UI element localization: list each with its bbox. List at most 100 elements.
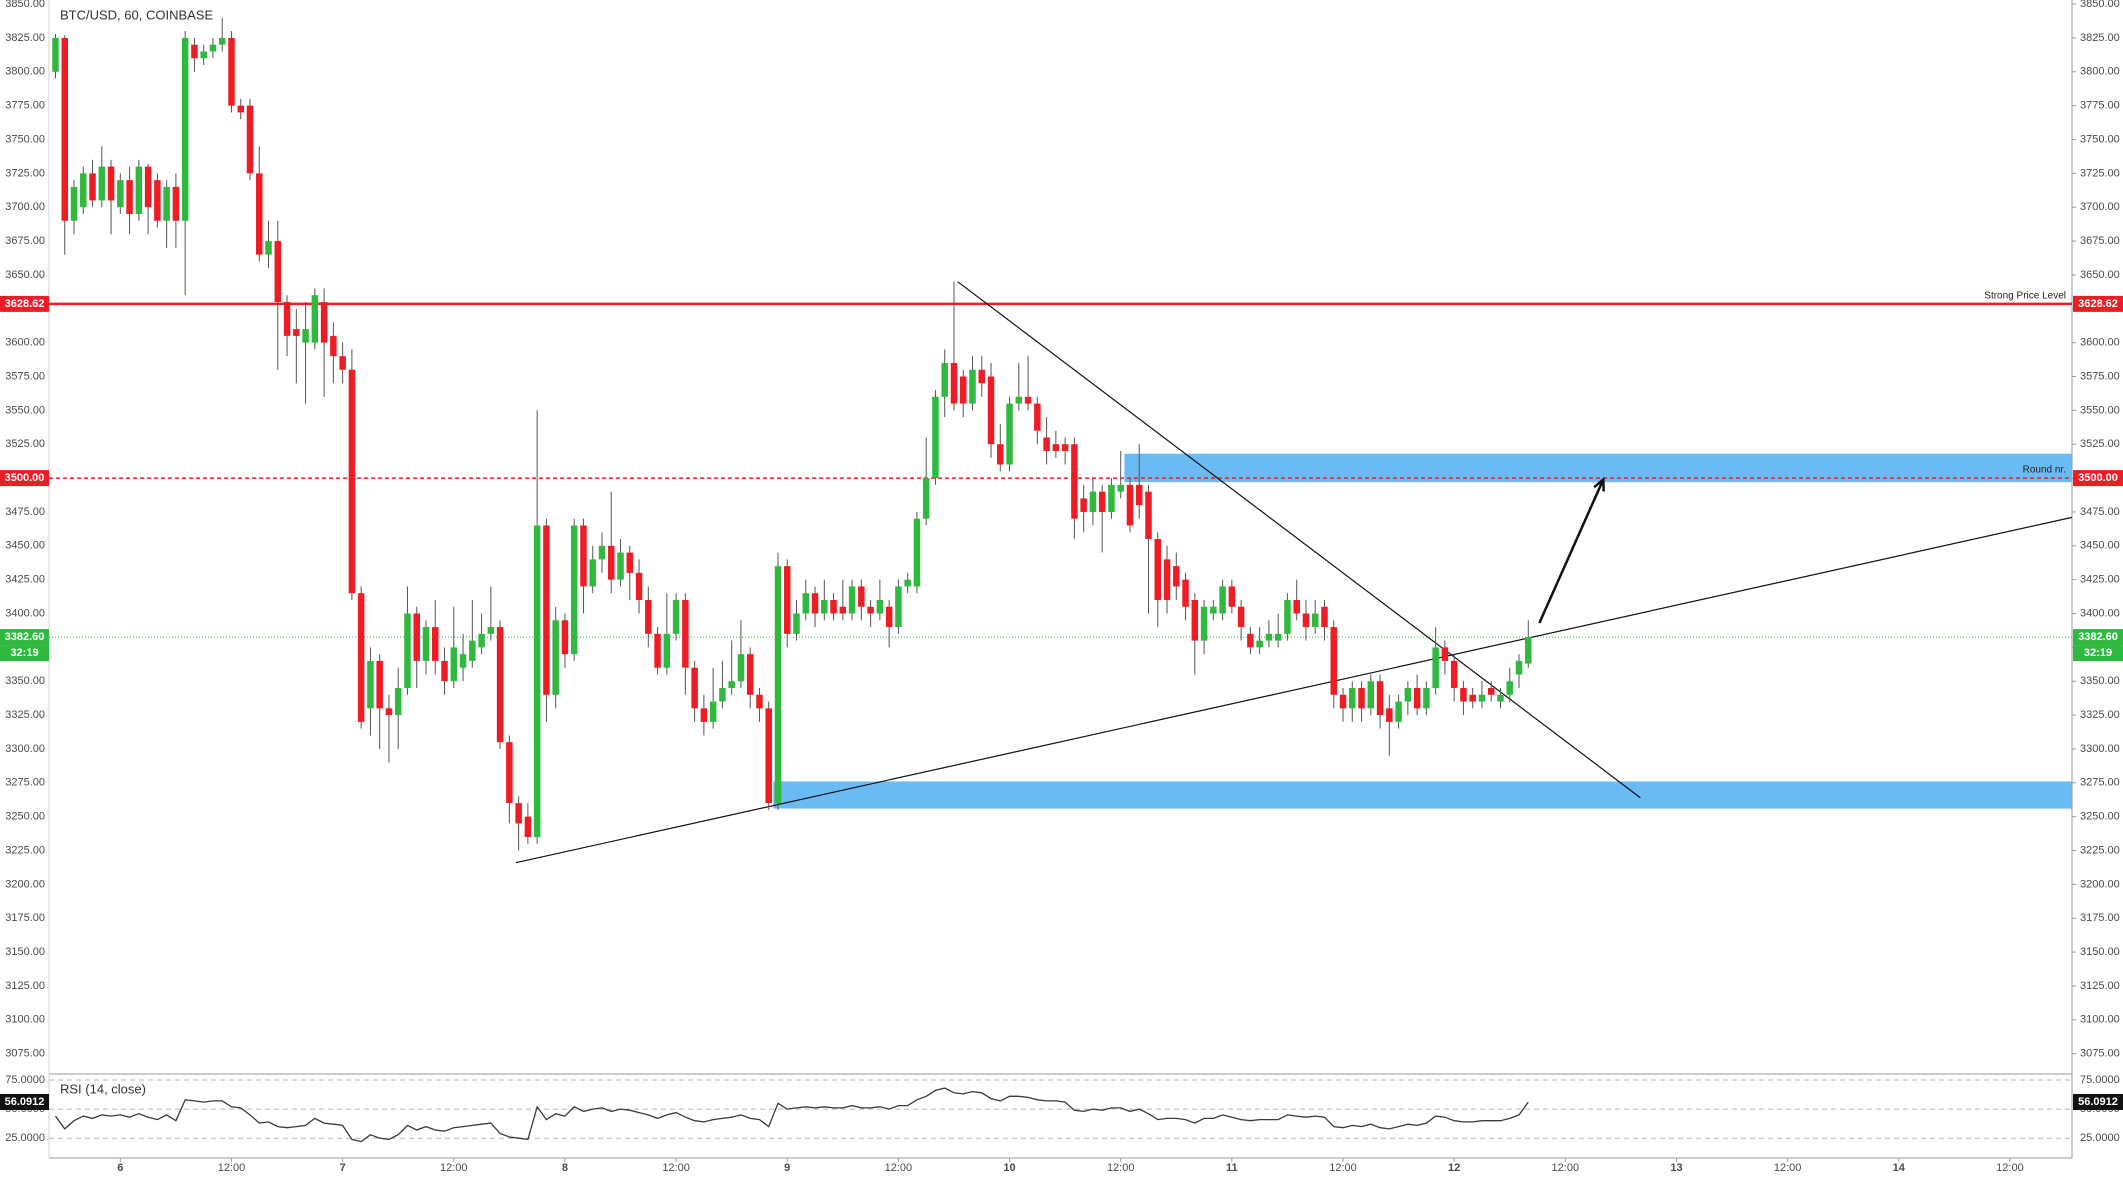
y-tick-label-left: 3750.00 — [5, 133, 45, 145]
candle-body — [1423, 688, 1430, 709]
candle-body — [1321, 606, 1328, 628]
candle-body — [608, 545, 615, 580]
y-tick-label-left: 3525.00 — [5, 438, 45, 450]
candle-body — [691, 667, 698, 709]
candle-body — [950, 362, 958, 404]
candle-body — [1247, 633, 1254, 648]
rsi-tick-label-left: 75.0000 — [5, 1074, 45, 1086]
candle-body — [830, 599, 837, 614]
candle-body — [969, 369, 976, 404]
x-tick-label: 12:00 — [885, 1162, 913, 1174]
candle-body — [1043, 437, 1050, 451]
y-tick-label-left: 3700.00 — [5, 201, 45, 213]
x-tick-label: 12:00 — [1552, 1162, 1580, 1174]
chart-title: BTC/USD, 60, COINBASE — [60, 7, 213, 22]
candle-body — [1080, 498, 1087, 512]
candle-body — [218, 37, 226, 45]
candle-body — [1061, 444, 1069, 451]
candle-body — [1228, 586, 1236, 607]
candle-body — [709, 701, 717, 722]
y-tick-label: 3400.00 — [2080, 607, 2120, 619]
candle-body — [682, 599, 689, 668]
candle-body — [422, 627, 430, 661]
candle-body — [552, 620, 559, 695]
candle-body — [385, 708, 393, 716]
candle-body — [793, 613, 800, 634]
y-tick-label-left: 3275.00 — [5, 777, 45, 789]
candle-body — [904, 579, 911, 587]
candle-body — [1515, 660, 1523, 675]
x-tick-label: 12:00 — [218, 1162, 246, 1174]
candle-body — [626, 552, 634, 573]
candle-body — [265, 241, 272, 255]
y-tick-label: 3075.00 — [2080, 1048, 2120, 1060]
candle-body — [737, 654, 745, 682]
candle-body — [441, 660, 448, 682]
candle-body — [1098, 491, 1106, 512]
y-tick-label: 3825.00 — [2080, 32, 2120, 44]
candle-body — [1089, 491, 1097, 512]
level-badge — [0, 470, 49, 487]
x-tick-label: 12 — [1448, 1162, 1460, 1174]
candle-body — [1330, 627, 1337, 695]
candle-body — [1293, 599, 1300, 614]
candle-body — [570, 525, 578, 655]
y-tick-label-left: 3200.00 — [5, 878, 45, 890]
x-tick-label: 12:00 — [1996, 1162, 2024, 1174]
y-tick-label: 3725.00 — [2080, 167, 2120, 179]
candle-body — [543, 525, 550, 695]
y-tick-label-left: 3175.00 — [5, 912, 45, 924]
candle-body — [61, 37, 68, 221]
candle-body — [580, 525, 587, 587]
candle-body — [1237, 606, 1245, 628]
y-tick-label-left: 3075.00 — [5, 1048, 45, 1060]
candle-body — [765, 708, 772, 804]
candle-body — [1302, 613, 1310, 628]
candle-body — [811, 593, 819, 614]
x-tick-label: 12:00 — [1329, 1162, 1357, 1174]
y-tick-label-left: 3725.00 — [5, 167, 45, 179]
candle-body — [598, 545, 606, 560]
candle-body — [274, 241, 282, 303]
y-tick-label: 3525.00 — [2080, 438, 2120, 450]
rsi-tick-label: 25.0000 — [2080, 1132, 2120, 1144]
candle-body — [867, 606, 874, 614]
candle-body — [1487, 688, 1495, 695]
candle-body — [561, 620, 569, 655]
level-label: Round nr. — [2023, 465, 2066, 476]
countdown-badge — [0, 645, 49, 662]
candle-body — [1034, 403, 1041, 431]
x-tick-label: 10 — [1003, 1162, 1015, 1174]
candle-body — [1386, 708, 1393, 722]
candle-body — [459, 654, 467, 668]
candle-body — [533, 525, 541, 837]
rsi-badge-label: 56.0912 — [2078, 1096, 2118, 1108]
candle-body — [1395, 701, 1402, 722]
candle-body — [367, 660, 374, 709]
countdown-label: 32:19 — [10, 647, 38, 659]
candle-body — [163, 186, 170, 221]
y-tick-label: 3100.00 — [2080, 1014, 2120, 1026]
x-tick-label: 8 — [562, 1162, 568, 1174]
candle-body — [1525, 637, 1532, 664]
level-badge-label: 3628.62 — [5, 298, 45, 310]
y-tick-label: 3850.00 — [2080, 0, 2120, 10]
candle-body — [506, 742, 513, 804]
candle-body — [1163, 559, 1171, 600]
y-tick-label-left: 3600.00 — [5, 337, 45, 349]
candle-body — [376, 660, 383, 709]
y-tick-label: 3800.00 — [2080, 66, 2120, 78]
y-tick-label: 3475.00 — [2080, 506, 2120, 518]
candle-body — [1117, 484, 1124, 492]
y-tick-label-left: 3550.00 — [5, 404, 45, 416]
rsi-badge — [0, 1093, 49, 1110]
candle-body — [320, 302, 328, 343]
candle-body — [432, 627, 439, 661]
candle-body — [469, 640, 476, 661]
candle-body — [478, 633, 485, 648]
candle-body — [1469, 694, 1476, 702]
rsi-tick-label: 75.0000 — [2080, 1074, 2120, 1086]
x-tick-label: 14 — [1893, 1162, 1906, 1174]
candle-body — [1441, 647, 1449, 661]
candle-body — [1200, 606, 1208, 641]
